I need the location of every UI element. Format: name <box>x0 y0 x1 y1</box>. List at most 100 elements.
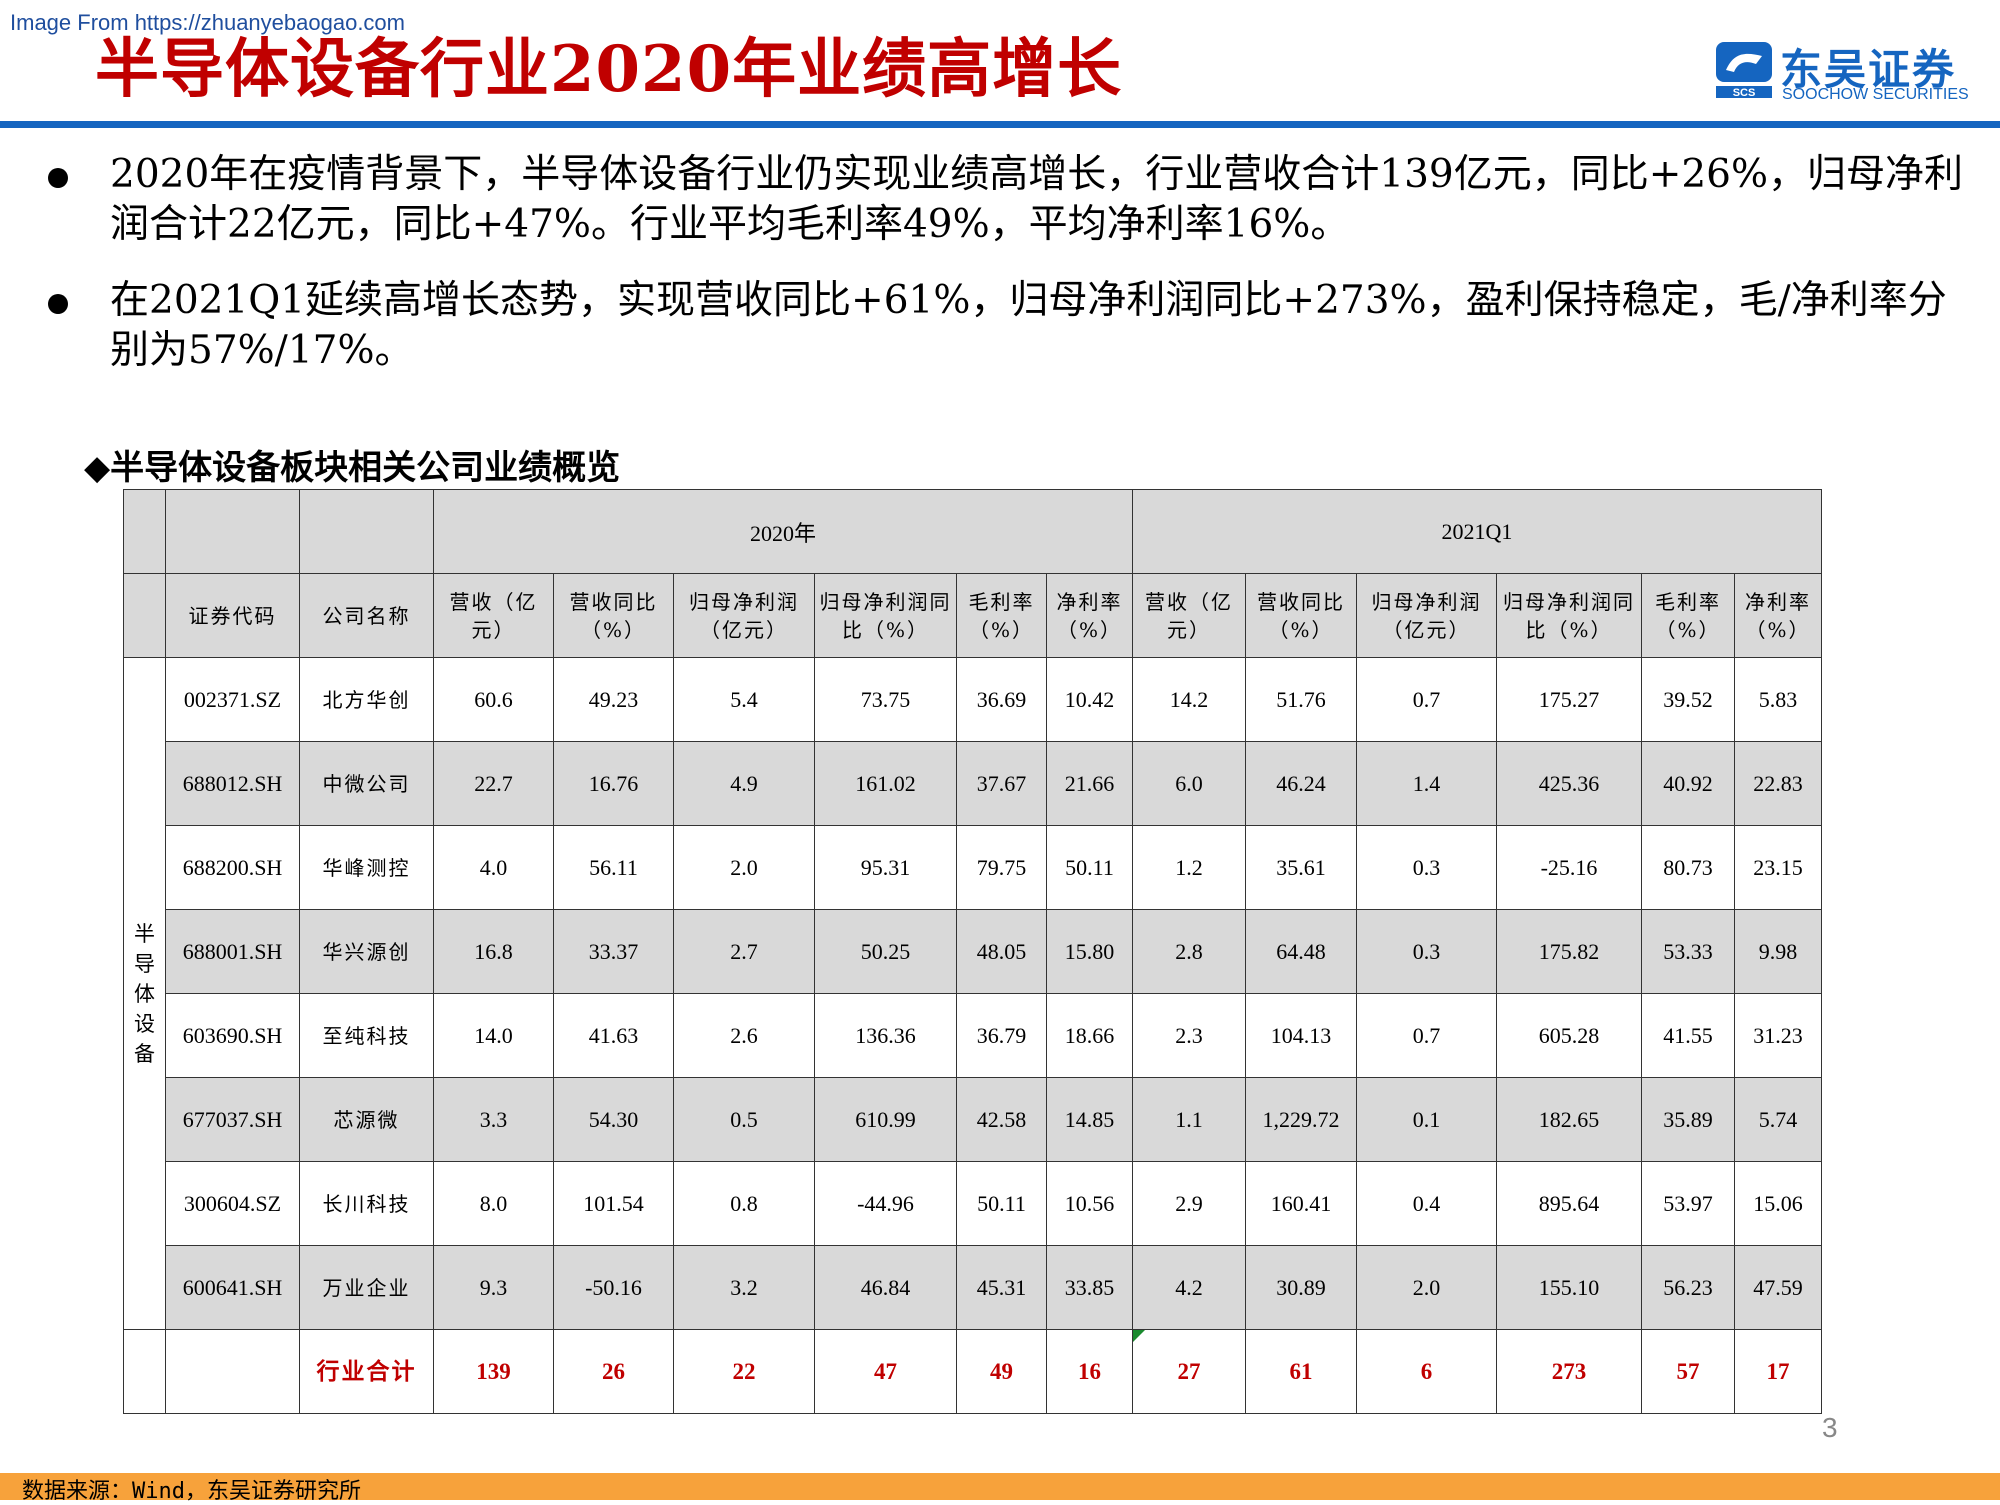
column-header: 证券代码 <box>165 573 300 658</box>
logo-english: SOOCHOW SECURITIES <box>1782 86 1969 103</box>
value-cell: 2.3 <box>1132 993 1246 1078</box>
table-row: 603690.SH 至纯科技 14.0 41.63 2.6 136.36 36.79 18.6… <box>124 993 1822 1078</box>
value-cell: 95.31 <box>814 825 957 910</box>
value-cell: 1.4 <box>1356 741 1497 826</box>
bullet-item: 2020年在疫情背景下，半导体设备行业仍实现业绩高增长，行业营收合计139亿元，… <box>40 150 1970 250</box>
value-cell: -25.16 <box>1496 825 1642 910</box>
bullet-text: 在2021Q1延续高增长态势，实现营收同比+61%，归母净利润同比+273%，盈… <box>110 278 1947 373</box>
section-heading: ◆半导体设备板块相关公司业绩概览 <box>84 448 621 488</box>
column-header: 公司名称 <box>299 573 434 658</box>
security-code-cell: 688012.SH <box>165 741 300 826</box>
value-cell: 0.3 <box>1356 825 1497 910</box>
value-cell: 425.36 <box>1496 741 1642 826</box>
value-cell: 4.2 <box>1132 1245 1246 1330</box>
value-cell: 136.36 <box>814 993 957 1078</box>
value-cell: 60.6 <box>433 657 554 742</box>
value-cell: 5.4 <box>673 657 815 742</box>
value-cell: 104.13 <box>1245 993 1357 1078</box>
table-row: 688001.SH 华兴源创 16.8 33.37 2.7 50.25 48.05 15.80… <box>124 909 1822 994</box>
column-header: 营收（亿元） <box>1132 573 1246 658</box>
total-value-cell: 22 <box>673 1329 815 1414</box>
total-value-cell: 6 <box>1356 1329 1497 1414</box>
bullet-item: 在2021Q1延续高增长态势，实现营收同比+61%，归母净利润同比+273%，盈… <box>40 276 1970 376</box>
value-cell: 79.75 <box>956 825 1047 910</box>
value-cell: 50.11 <box>956 1161 1047 1246</box>
total-row: 行业合计 139 26 22 47 49 16 27 61 6 273 57 17 <box>123 1329 1822 1414</box>
value-cell: 50.25 <box>814 909 957 994</box>
value-cell: 2.0 <box>673 825 815 910</box>
column-header: 毛利率（%） <box>1641 573 1735 658</box>
performance-table: 2020年 2021Q1 证券代码 公司名称 营收（亿元） 营收同比（%） 归母… <box>123 489 1822 1414</box>
value-cell: 160.41 <box>1245 1161 1357 1246</box>
value-cell: 0.5 <box>673 1077 815 1162</box>
table-row: 677037.SH 芯源微 3.3 54.30 0.5 610.99 42.58 14.85 1… <box>124 1077 1822 1162</box>
value-cell: 610.99 <box>814 1077 957 1162</box>
page-title: 半导体设备行业2020年业绩高增长 <box>95 32 1123 107</box>
value-cell: 50.11 <box>1046 825 1133 910</box>
table-header-row: 证券代码 公司名称 营收（亿元） 营收同比（%） 归母净利润（亿元） 归母净利润… <box>123 573 1822 658</box>
value-cell: 36.69 <box>956 657 1047 742</box>
value-cell: 18.66 <box>1046 993 1133 1078</box>
value-cell: 41.63 <box>553 993 674 1078</box>
industry-cell: 半导体设备 <box>123 657 166 1330</box>
value-cell: 22.7 <box>433 741 554 826</box>
value-cell: 9.3 <box>433 1245 554 1330</box>
value-cell: 0.7 <box>1356 657 1497 742</box>
value-cell: 175.27 <box>1496 657 1642 742</box>
period-header-2021q1: 2021Q1 <box>1132 489 1822 574</box>
security-code-cell: 600641.SH <box>165 1245 300 1330</box>
company-name-cell: 华兴源创 <box>299 909 434 994</box>
column-header: 归母净利润（亿元） <box>673 573 815 658</box>
total-value-cell: 139 <box>433 1329 554 1414</box>
column-header: 归母净利润同比（%） <box>814 573 957 658</box>
security-code-cell: 300604.SZ <box>165 1161 300 1246</box>
security-code-cell: 688001.SH <box>165 909 300 994</box>
value-cell: 155.10 <box>1496 1245 1642 1330</box>
value-cell: 0.4 <box>1356 1161 1497 1246</box>
table-row: 半导体设备 002371.SZ 北方华创 60.6 49.23 5.4 73.75 36.69… <box>123 657 1822 1330</box>
value-cell: 0.3 <box>1356 909 1497 994</box>
value-cell: 21.66 <box>1046 741 1133 826</box>
value-cell: 80.73 <box>1641 825 1735 910</box>
security-code-cell: 002371.SZ <box>165 657 300 742</box>
company-name-cell: 芯源微 <box>299 1077 434 1162</box>
bullet-dot-icon <box>48 168 68 188</box>
value-cell: 5.83 <box>1734 657 1822 742</box>
total-value-cell: 49 <box>956 1329 1047 1414</box>
value-cell: 36.79 <box>956 993 1047 1078</box>
value-cell: 4.0 <box>433 825 554 910</box>
blank-cell <box>165 1329 300 1414</box>
value-cell: 182.65 <box>1496 1077 1642 1162</box>
table-body: 半导体设备 002371.SZ 北方华创 60.6 49.23 5.4 73.75 36.69… <box>123 657 1822 1414</box>
value-cell: 56.11 <box>553 825 674 910</box>
logo-mark-icon: SCS <box>1716 42 1772 98</box>
total-value-cell: 16 <box>1046 1329 1133 1414</box>
value-cell: 56.23 <box>1641 1245 1735 1330</box>
total-value-cell: 57 <box>1641 1329 1735 1414</box>
total-label-cell: 行业合计 <box>299 1329 434 1414</box>
value-cell: 175.82 <box>1496 909 1642 994</box>
header-cell <box>165 489 300 574</box>
value-cell: 37.67 <box>956 741 1047 826</box>
security-code-cell: 677037.SH <box>165 1077 300 1162</box>
header-cell <box>123 489 166 574</box>
bullet-list: 2020年在疫情背景下，半导体设备行业仍实现业绩高增长，行业营收合计139亿元，… <box>40 150 1970 402</box>
security-code-cell: 603690.SH <box>165 993 300 1078</box>
value-cell: 0.7 <box>1356 993 1497 1078</box>
value-cell: 42.58 <box>956 1077 1047 1162</box>
footer-bar: 数据来源：Wind，东吴证券研究所 <box>0 1473 2000 1504</box>
security-code-cell: 688200.SH <box>165 825 300 910</box>
value-cell: 2.0 <box>1356 1245 1497 1330</box>
value-cell: 39.52 <box>1641 657 1735 742</box>
value-cell: 14.2 <box>1132 657 1246 742</box>
value-cell: 14.85 <box>1046 1077 1133 1162</box>
company-name-cell: 华峰测控 <box>299 825 434 910</box>
value-cell: 46.84 <box>814 1245 957 1330</box>
value-cell: 16.76 <box>553 741 674 826</box>
total-value-cell: 26 <box>553 1329 674 1414</box>
value-cell: 54.30 <box>553 1077 674 1162</box>
table-header-row: 2020年 2021Q1 <box>123 489 1822 574</box>
value-cell: 35.89 <box>1641 1077 1735 1162</box>
table-row: 300604.SZ 长川科技 8.0 101.54 0.8 -44.96 50.11 10.5… <box>124 1161 1822 1246</box>
value-cell: 22.83 <box>1734 741 1822 826</box>
